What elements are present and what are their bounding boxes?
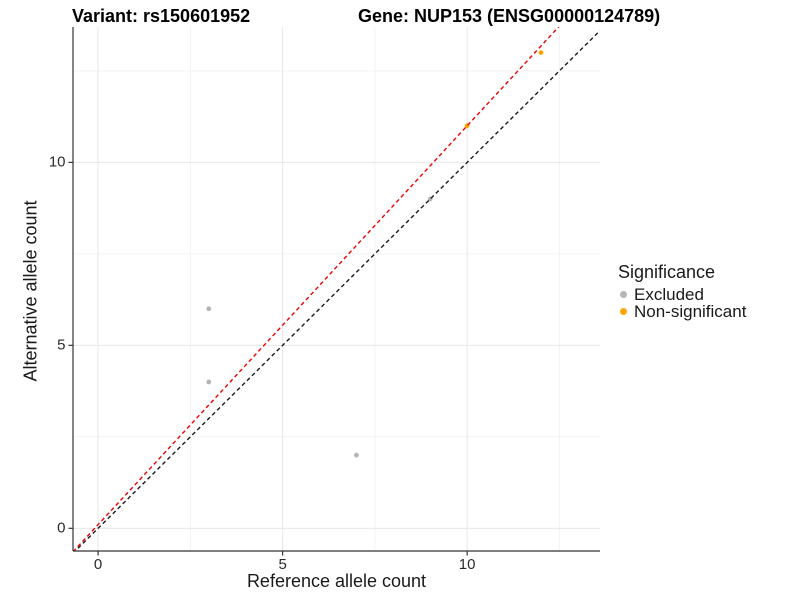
legend-dot-icon	[619, 308, 627, 315]
legend-item-label: Excluded	[634, 284, 704, 304]
x-tick-label: 10	[458, 556, 476, 573]
data-point-excluded	[206, 306, 212, 312]
gene-title: Gene: NUP153 (ENSG00000124789)	[358, 6, 661, 26]
legend: Significance Excluded Non-significant	[616, 262, 747, 321]
legend-items: Excluded Non-significant	[616, 284, 747, 321]
legend-key	[616, 291, 630, 298]
y-axis-title: Alternative allele count	[20, 200, 41, 382]
y-tick-label: 0	[57, 519, 66, 537]
y-tick-label: 5	[57, 336, 66, 354]
fit-line	[73, 27, 560, 551]
legend-item: Non-significant	[616, 301, 747, 321]
data-point-excluded	[206, 379, 212, 385]
legend-dot-icon	[619, 291, 627, 298]
y-tick-label: 10	[48, 153, 66, 171]
identity-line	[74, 30, 600, 551]
x-tick-label: 5	[278, 556, 287, 573]
legend-item-label: Non-significant	[634, 301, 747, 321]
legend-key	[616, 308, 630, 315]
x-tick-label: 0	[93, 556, 103, 573]
legend-title: Significance	[618, 262, 716, 282]
data-point-non-significant	[538, 50, 544, 56]
data-point-excluded	[354, 452, 359, 458]
x-axis-title: Reference allele count	[246, 571, 427, 591]
variant-title: Variant: rs150601952	[72, 6, 251, 26]
legend-item: Excluded	[616, 284, 746, 304]
